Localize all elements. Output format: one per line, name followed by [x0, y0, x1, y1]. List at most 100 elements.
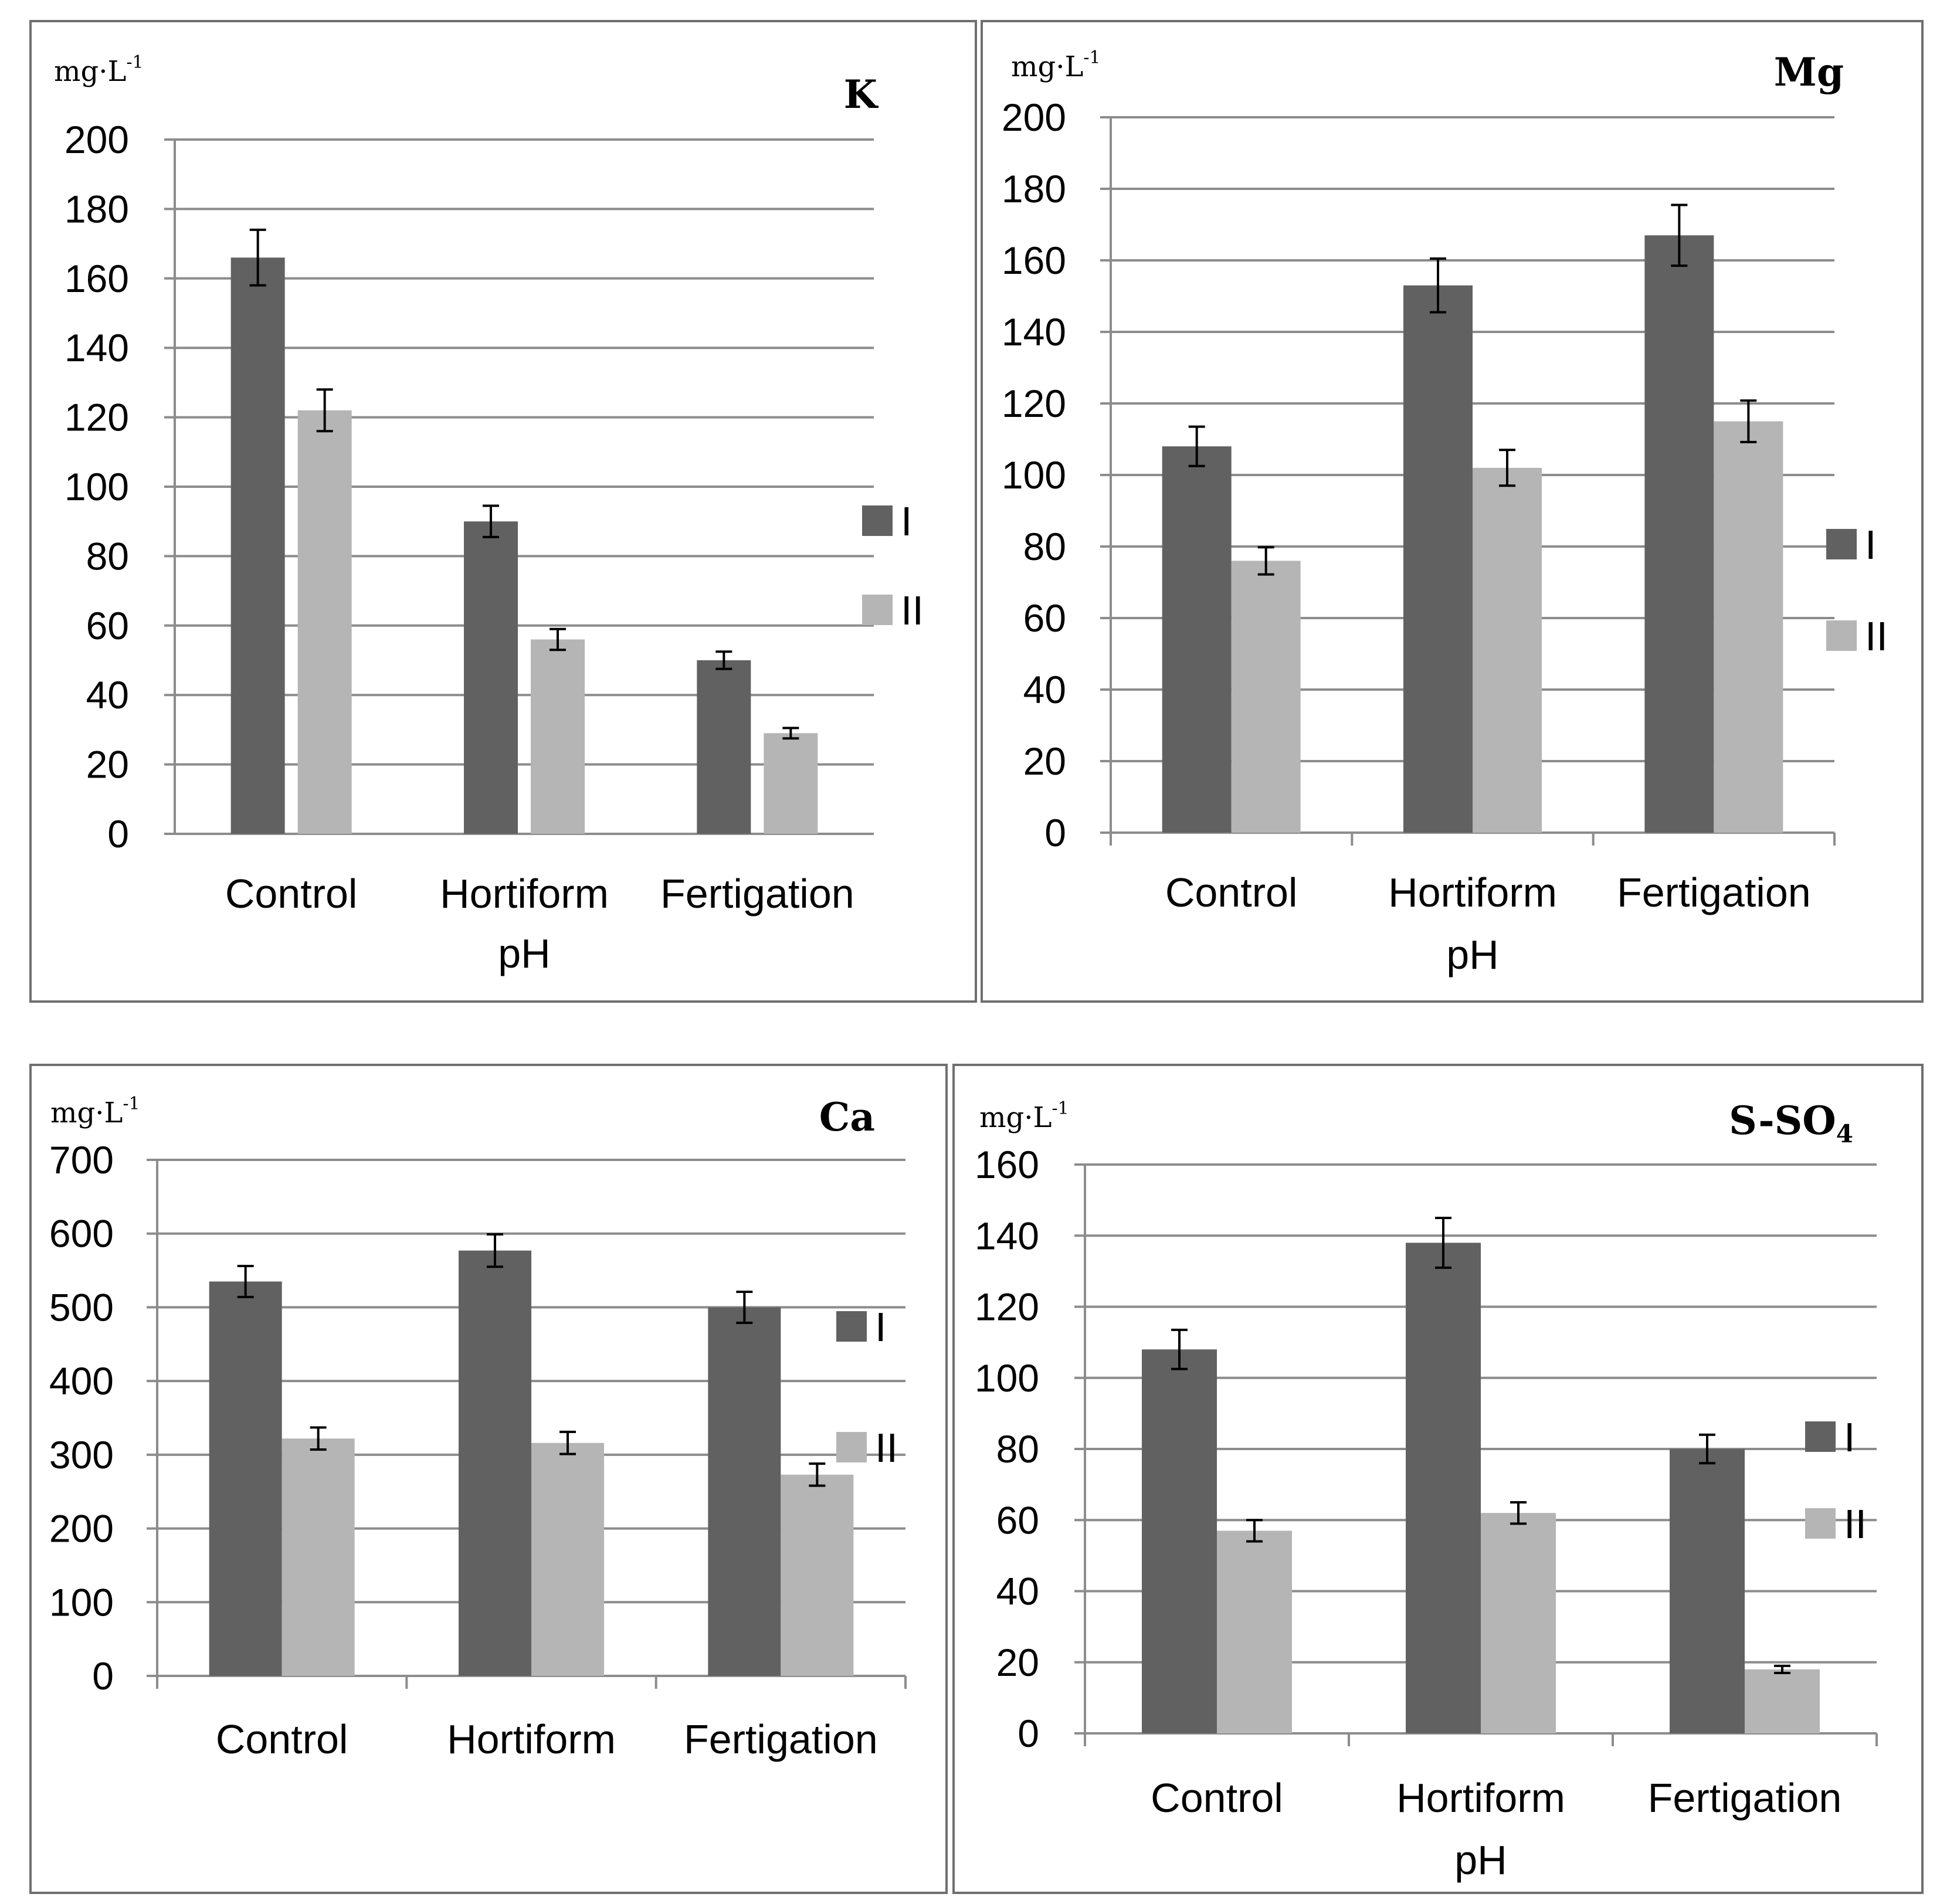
chart-mg: 0 20 40 60 80 100 120 140 160 180 200 Control Hortif… — [1002, 47, 1888, 978]
legend-swatch-ii — [1826, 620, 1857, 651]
error-bar — [1435, 1216, 1451, 1269]
bar-i-fertigation — [1644, 235, 1714, 833]
error-bar — [1671, 203, 1688, 267]
y-tick-label: 100 — [1002, 453, 1066, 497]
error-bar — [550, 627, 566, 651]
error-bar — [559, 1430, 576, 1455]
legend-swatch-ii — [1805, 1508, 1836, 1539]
bar-ii-hortiform — [1473, 467, 1542, 833]
y-tick-label: 200 — [49, 1507, 114, 1550]
bar-i-control — [230, 257, 285, 834]
y-tick-label: 200 — [1002, 96, 1066, 139]
unit-exponent: -1 — [1083, 47, 1100, 68]
category-label: Hortiform — [447, 1716, 616, 1762]
bar-i-fertigation — [1670, 1449, 1745, 1733]
error-bar — [1430, 257, 1446, 314]
error-bar — [1246, 1519, 1263, 1543]
legend-swatch-i — [1826, 529, 1857, 559]
y-tick-label: 20 — [996, 1641, 1039, 1684]
unit-text: mg·L — [54, 55, 126, 88]
error-bar — [1510, 1501, 1527, 1525]
y-tick-label: 120 — [975, 1285, 1039, 1329]
unit-exponent: -1 — [126, 52, 143, 73]
unit-exponent: -1 — [1052, 1098, 1069, 1119]
bar-ii-control — [1217, 1530, 1292, 1733]
legend-swatch-i — [1805, 1421, 1836, 1452]
error-bar — [1171, 1328, 1188, 1370]
error-bar — [483, 504, 499, 538]
error-bar — [1188, 425, 1205, 467]
category-label: Hortiform — [1388, 870, 1557, 915]
unit-text: mg·L — [979, 1101, 1052, 1134]
y-tick-label: 40 — [86, 673, 129, 717]
y-tick-label: 20 — [86, 743, 129, 786]
y-tick-label: 20 — [1023, 739, 1066, 783]
x-axis-title: pH — [498, 931, 550, 976]
bar-ii-hortiform — [531, 1443, 604, 1676]
chart-title: K — [844, 72, 879, 117]
error-bar — [1257, 546, 1274, 576]
y-tick-label: 40 — [996, 1570, 1039, 1613]
bar-ii-fertigation — [1714, 421, 1783, 833]
y-tick-label: 140 — [975, 1214, 1039, 1257]
legend-label-ii: II — [1865, 613, 1888, 659]
unit-label: mg·L-1 — [50, 1094, 140, 1129]
y-tick-label: 40 — [1023, 668, 1066, 711]
bar-ii-control — [1231, 561, 1301, 833]
y-tick-label: 60 — [996, 1498, 1039, 1542]
y-tick-label: 80 — [1023, 525, 1066, 568]
y-tick-label: 140 — [65, 326, 129, 369]
error-bar — [782, 727, 799, 740]
category-label: Control — [225, 871, 358, 917]
bar-i-fertigation — [697, 660, 751, 834]
chart-title: S-SO4 — [1729, 1098, 1853, 1148]
error-bar — [310, 1426, 327, 1451]
y-tick-label: 500 — [49, 1285, 114, 1329]
error-bar — [736, 1291, 753, 1324]
legend-label-i: I — [901, 498, 912, 544]
legend-label-ii: II — [901, 588, 924, 633]
category-label: Fertigation — [1648, 1775, 1842, 1821]
chart-title: Mg — [1774, 49, 1844, 95]
bar-ii-control — [297, 410, 352, 834]
y-tick-label: 100 — [49, 1580, 114, 1624]
error-bar — [237, 1265, 254, 1298]
error-bar — [1774, 1664, 1790, 1674]
error-bar — [249, 228, 266, 287]
category-label: Hortiform — [1396, 1775, 1565, 1821]
legend-swatch-i — [862, 505, 893, 536]
error-bar — [316, 388, 333, 433]
y-tick-label: 60 — [1023, 596, 1066, 640]
y-tick-label: 0 — [107, 812, 129, 856]
unit-label: mg·L-1 — [54, 52, 144, 88]
y-tick-label: 120 — [65, 396, 129, 439]
y-tick-label: 200 — [65, 118, 129, 161]
error-bar — [809, 1462, 826, 1487]
chart-title-text: Ca — [819, 1094, 875, 1140]
category-label: Control — [1151, 1775, 1283, 1821]
y-tick-label: 0 — [1044, 811, 1066, 854]
category-label: Fertigation — [660, 871, 854, 917]
y-tick-label: 160 — [65, 257, 129, 300]
chart-title-text: Mg — [1774, 49, 1844, 95]
legend-label-ii: II — [875, 1425, 898, 1471]
bar-i-hortiform — [1406, 1243, 1481, 1733]
error-bar — [487, 1233, 503, 1268]
y-tick-label: 400 — [49, 1359, 114, 1403]
bar-ii-control — [281, 1438, 355, 1676]
y-tick-label: 0 — [1018, 1712, 1039, 1755]
category-label: Control — [1165, 870, 1298, 915]
error-bar — [1740, 399, 1757, 443]
legend-label-i: I — [1865, 522, 1876, 568]
bar-i-control — [209, 1281, 282, 1676]
x-axis-title: pH — [1454, 1837, 1507, 1883]
chart-title-text: S-SO — [1729, 1098, 1836, 1143]
legend-label-i: I — [1844, 1414, 1855, 1460]
y-tick-label: 600 — [49, 1212, 114, 1255]
unit-text: mg·L — [50, 1097, 123, 1129]
bar-i-hortiform — [1403, 285, 1473, 833]
chart-title-text: K — [844, 72, 879, 117]
bar-ii-hortiform — [531, 639, 585, 834]
y-tick-label: 180 — [1002, 167, 1066, 211]
chart-title: Ca — [819, 1094, 875, 1140]
